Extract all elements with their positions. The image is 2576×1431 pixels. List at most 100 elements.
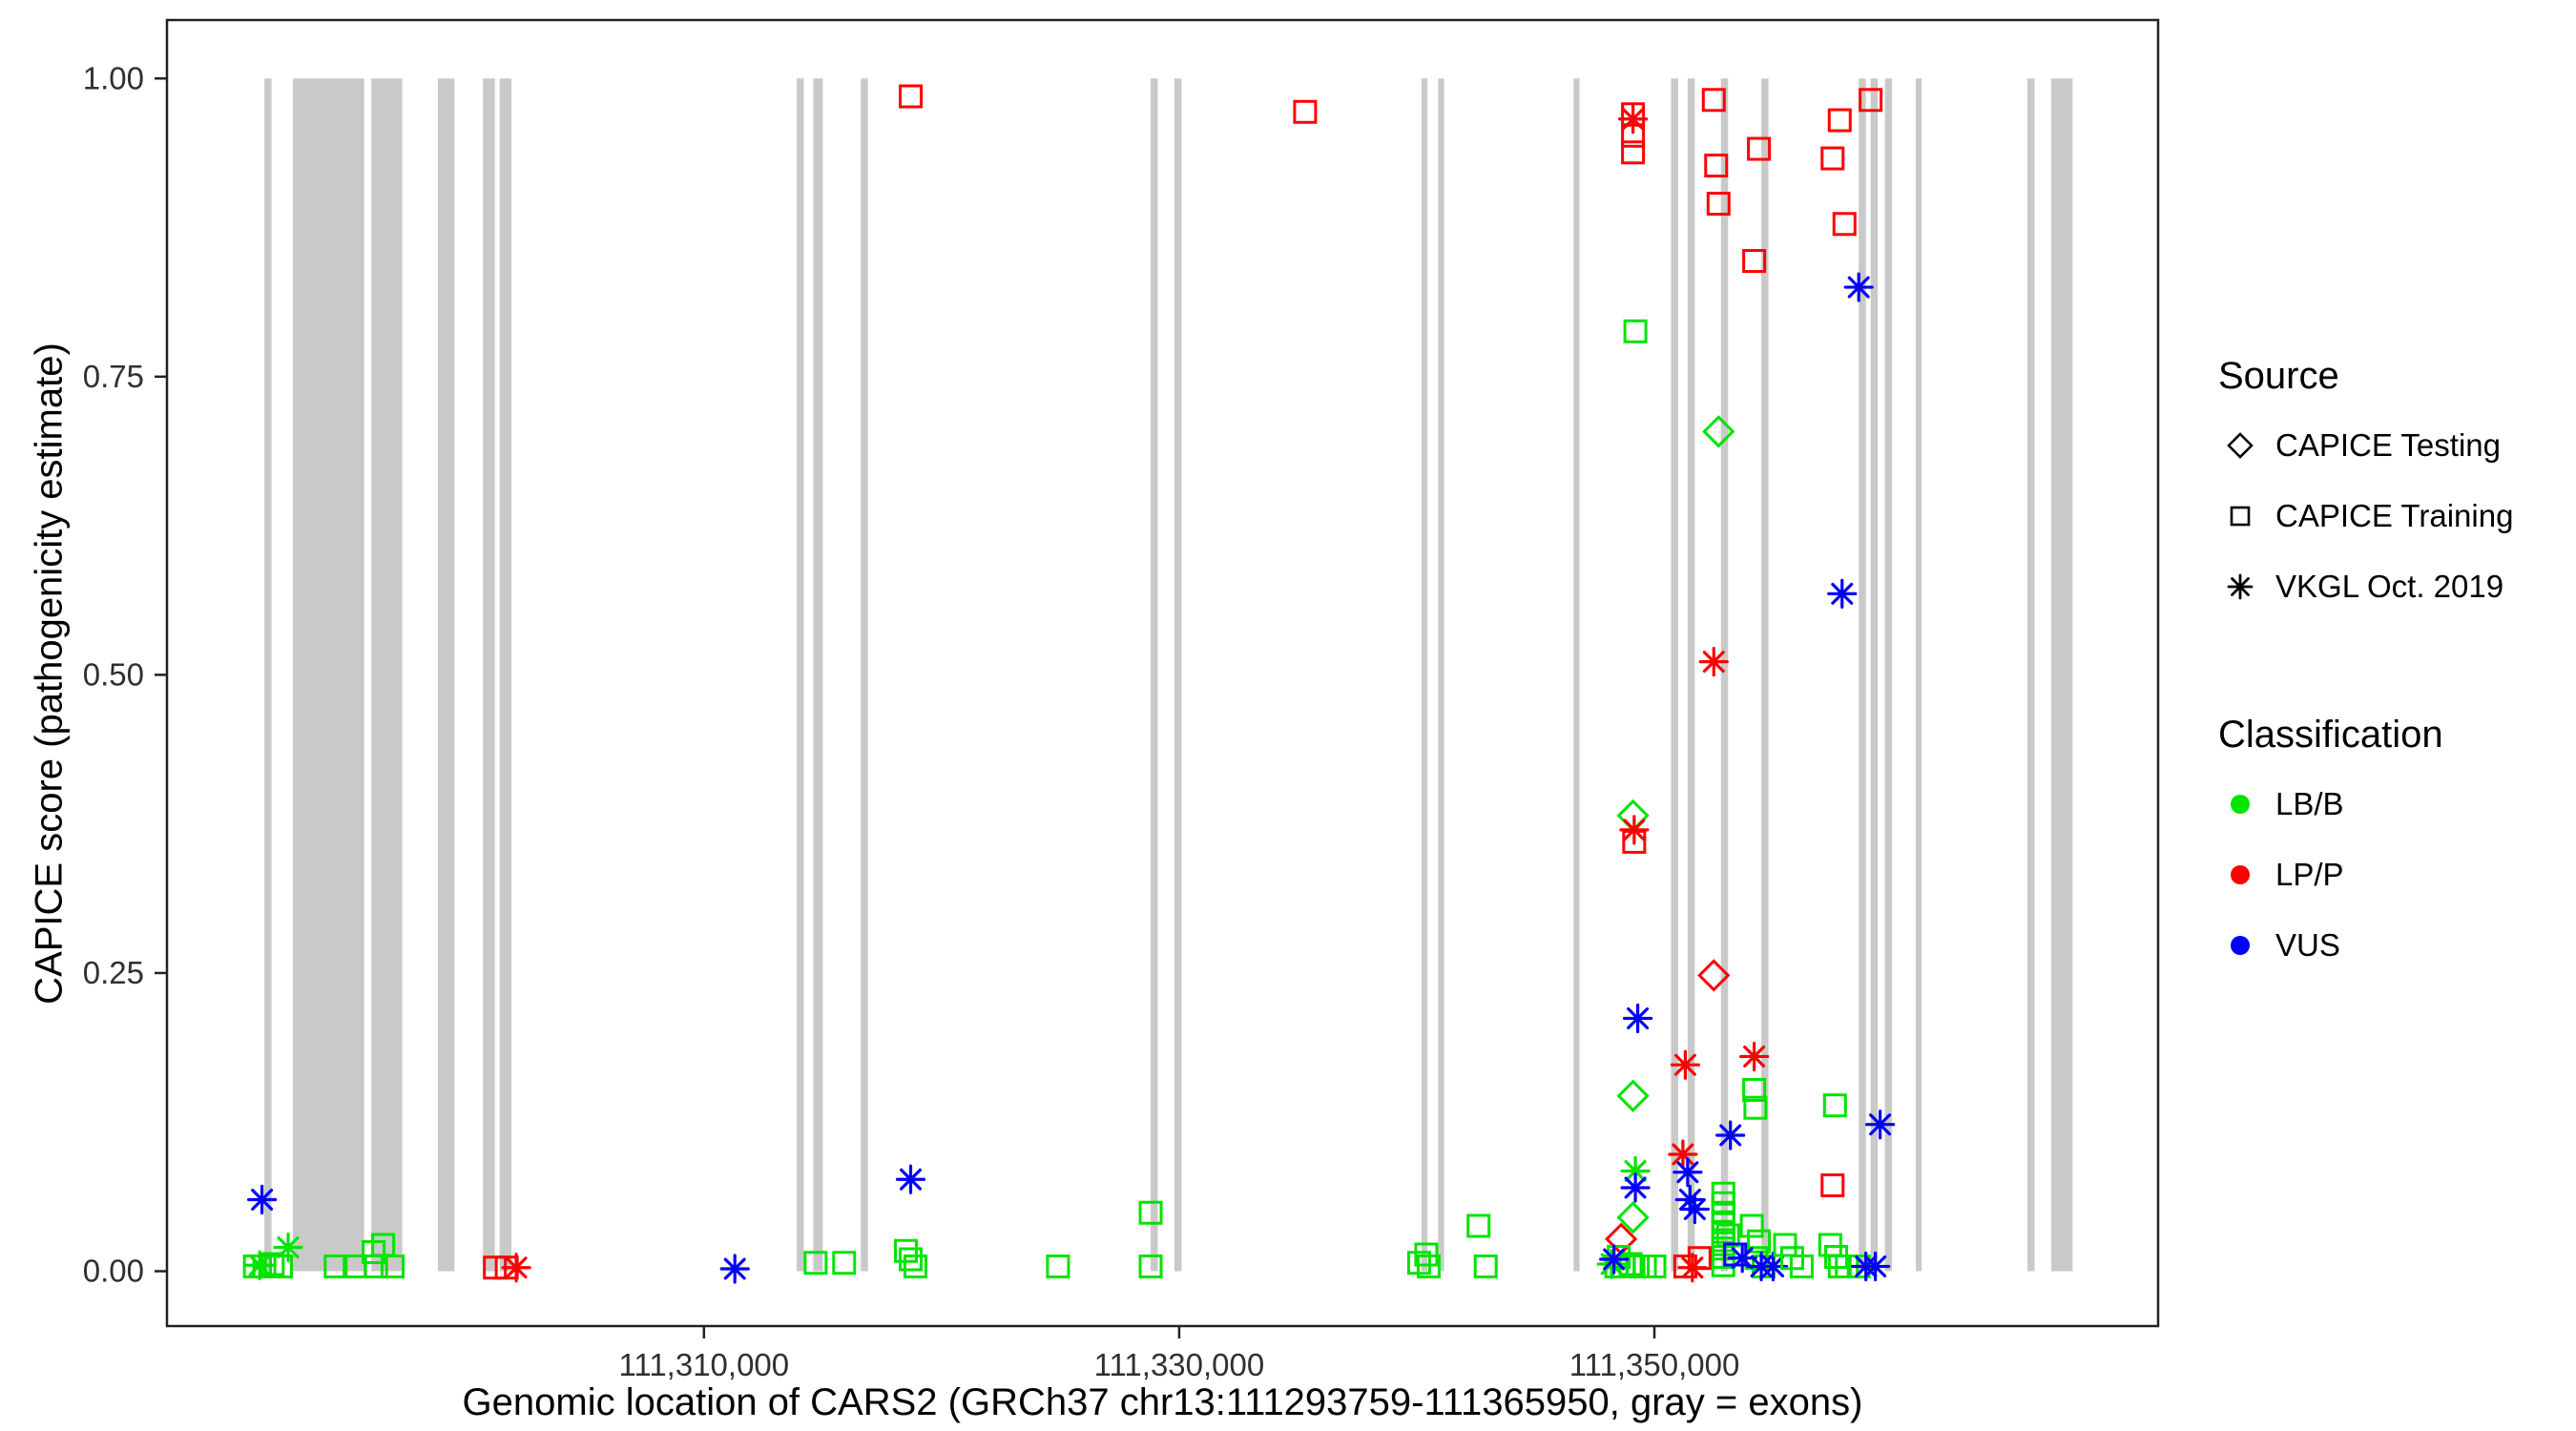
exon-bar <box>1720 78 1729 1272</box>
data-point-asterisk <box>1739 1041 1770 1072</box>
data-point-asterisk <box>1860 1251 1891 1282</box>
exon-bar <box>2027 78 2035 1272</box>
exon-bar <box>437 78 455 1272</box>
data-point-square <box>1706 192 1731 217</box>
exon-bar <box>2050 78 2073 1272</box>
data-point-asterisk <box>273 1232 303 1263</box>
data-point-square <box>1747 1229 1772 1254</box>
data-point-asterisk <box>501 1253 531 1283</box>
exon-bar <box>1687 78 1695 1272</box>
legend-item-lb-b: LB/B <box>2218 769 2513 840</box>
data-point-square <box>1789 1254 1814 1278</box>
exon-bar <box>499 78 512 1272</box>
legend-item-asterisk: VKGL Oct. 2019 <box>2218 551 2513 622</box>
exon-bar <box>1573 78 1580 1272</box>
exon-bar <box>796 78 804 1272</box>
y-axis-tick-label: 0.00 <box>83 1253 144 1288</box>
exon-bar <box>813 78 823 1272</box>
legend-item-label: VKGL Oct. 2019 <box>2275 569 2504 604</box>
data-point-asterisk <box>1622 1003 1653 1034</box>
data-point-square <box>1621 140 1646 165</box>
exon-bar <box>483 78 495 1272</box>
data-point-asterisk <box>719 1254 750 1284</box>
legend-item-label: LP/P <box>2275 857 2344 892</box>
data-point-diamond <box>1702 415 1735 448</box>
data-point-square <box>1046 1254 1070 1278</box>
data-point-square <box>832 1251 857 1275</box>
exon-bar <box>1915 78 1922 1272</box>
exon-bar <box>1761 78 1769 1272</box>
exon-bar <box>1151 78 1158 1272</box>
asterisk-icon <box>2227 573 2254 600</box>
data-point-square <box>1642 1254 1667 1278</box>
exon-bar <box>292 78 364 1272</box>
data-point-asterisk <box>1679 1193 1710 1225</box>
data-point-square <box>803 1251 828 1275</box>
data-point-square <box>1743 1095 1768 1120</box>
data-point-square <box>1827 108 1852 133</box>
legend-item-label: LB/B <box>2275 786 2344 821</box>
data-point-square <box>1820 1172 1845 1197</box>
legend-item-diamond: CAPICE Testing <box>2218 410 2513 481</box>
data-point-square <box>899 84 924 109</box>
y-axis-tick-label: 0.50 <box>83 656 144 692</box>
data-point-square <box>1414 1242 1439 1267</box>
legend-source-items: CAPICE Testing CAPICE Training VKGL Oct. 2… <box>2218 410 2513 622</box>
data-point-square <box>1687 1246 1712 1271</box>
data-point-asterisk <box>1672 1157 1703 1188</box>
exon-bar <box>1870 78 1879 1272</box>
legend-classification-title: Classification <box>2218 714 2443 756</box>
data-point-square <box>1773 1233 1797 1257</box>
data-point-asterisk <box>1670 1049 1700 1080</box>
data-point-square <box>899 1247 924 1272</box>
y-axis-tick-label: 1.00 <box>83 60 144 95</box>
data-point-diamond <box>1697 959 1731 992</box>
data-point-asterisk <box>1668 1139 1698 1170</box>
exon-bar <box>1438 78 1444 1272</box>
data-point-square <box>1416 1254 1441 1278</box>
data-point-diamond <box>1616 1079 1650 1112</box>
x-axis-tick-label: 111,330,000 <box>1094 1347 1265 1382</box>
legend-classification-items: LB/B LP/P VUS <box>2218 769 2513 981</box>
data-point-square <box>1822 1093 1847 1118</box>
exon-bar <box>1859 78 1866 1272</box>
data-point-square <box>1701 88 1726 113</box>
panel-border <box>165 18 2160 1328</box>
legend: Source CAPICE Testing CAPICE Training VKGL… <box>2218 353 2513 981</box>
data-point-asterisk <box>1715 1120 1746 1151</box>
data-point-square <box>1623 319 1648 343</box>
exon-bar <box>1174 78 1182 1272</box>
data-point-square <box>1293 99 1318 124</box>
data-point-square <box>1704 154 1729 178</box>
data-point-square <box>364 1254 388 1278</box>
data-point-square <box>1622 829 1647 854</box>
data-point-square <box>1859 88 1883 113</box>
exon-bar <box>371 78 403 1272</box>
legend-source-title: Source <box>2218 355 2339 397</box>
data-point-square <box>1818 1233 1842 1257</box>
data-point-asterisk <box>247 1184 278 1215</box>
data-point-asterisk <box>1698 647 1729 677</box>
data-point-square <box>1466 1213 1491 1238</box>
x-axis-tick-label: 111,350,000 <box>1569 1347 1740 1382</box>
legend-item-square: CAPICE Training <box>2218 481 2513 551</box>
data-point-asterisk <box>1596 1249 1627 1279</box>
exon-bar <box>1671 78 1678 1272</box>
data-point-asterisk <box>895 1164 926 1194</box>
exon-bar <box>1884 78 1893 1272</box>
data-point-square <box>1742 1077 1767 1102</box>
data-point-square <box>1820 146 1845 171</box>
square-icon <box>2230 506 2251 527</box>
data-point-asterisk <box>1843 272 1874 302</box>
data-point-square <box>1742 249 1767 274</box>
data-point-asterisk <box>1599 1244 1630 1275</box>
data-point-asterisk <box>244 1250 275 1280</box>
data-point-asterisk <box>1619 815 1650 845</box>
data-point-diamond <box>1616 1201 1650 1234</box>
data-point-square <box>1138 1200 1163 1225</box>
data-point-square <box>1473 1254 1498 1278</box>
legend-item-label: CAPICE Training <box>2275 498 2514 533</box>
data-point-square <box>903 1254 927 1278</box>
